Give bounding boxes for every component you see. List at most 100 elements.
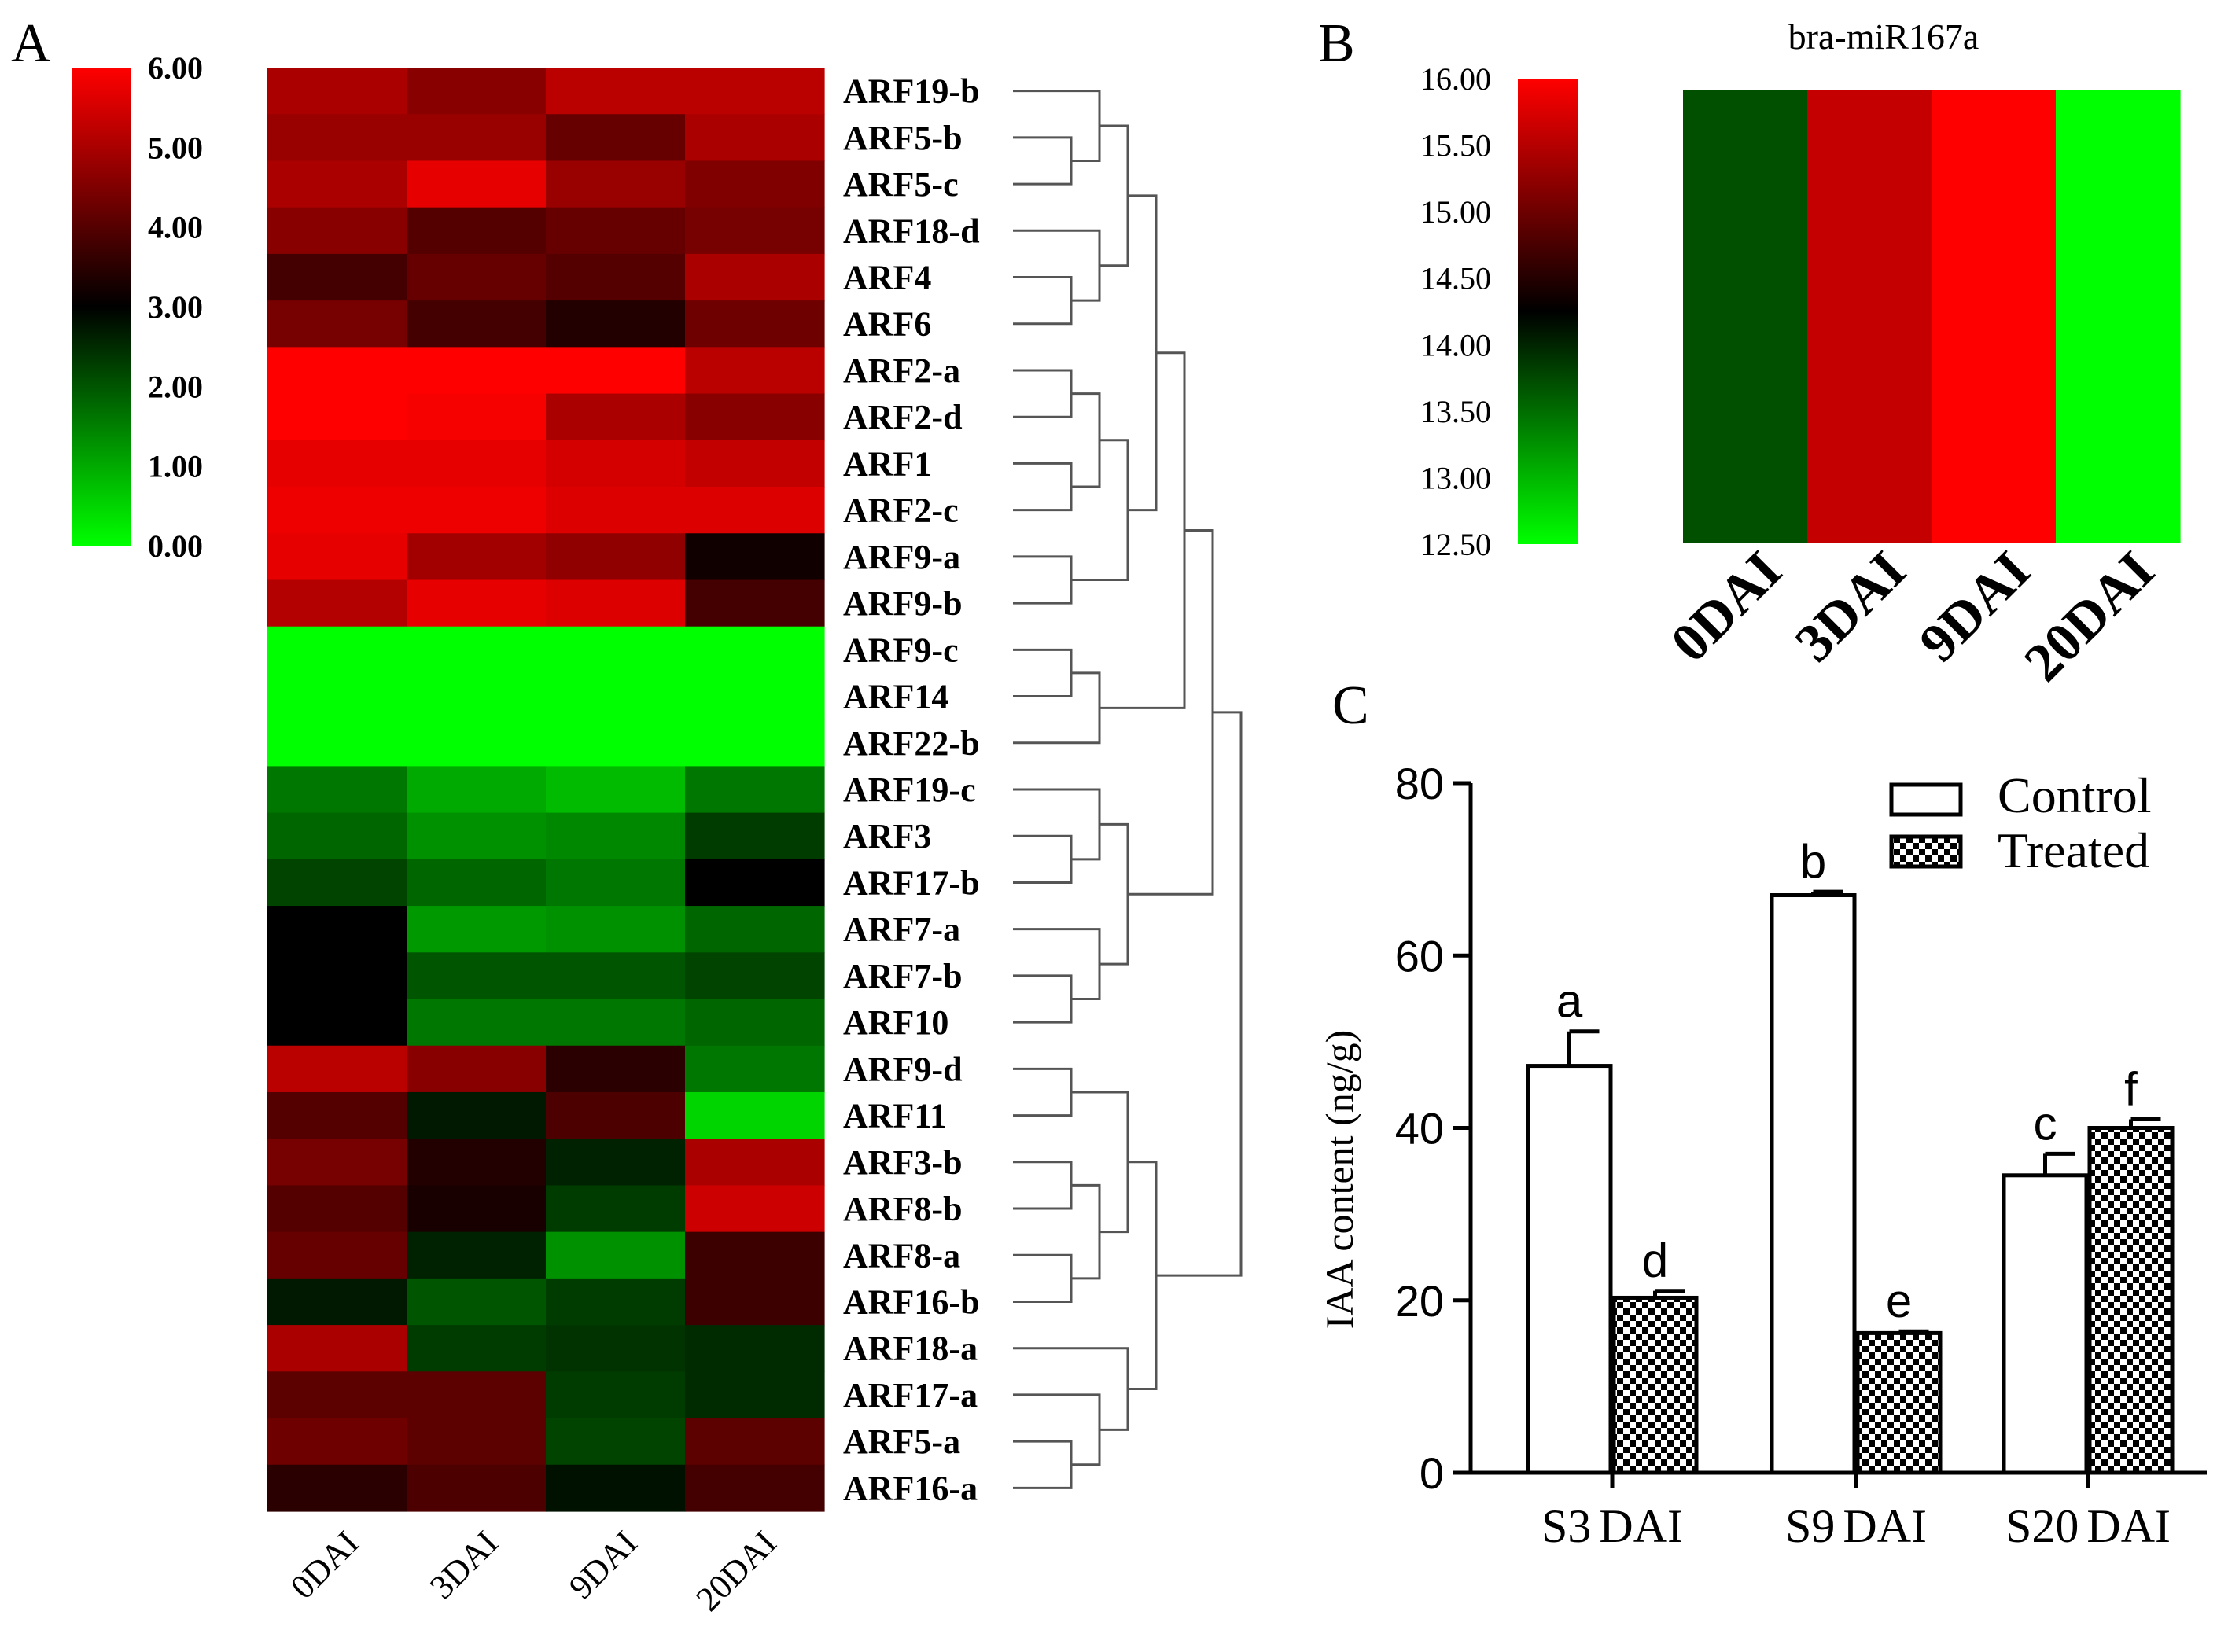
- heatmap-cell: [267, 253, 407, 301]
- heatmap-cell: [267, 1325, 407, 1372]
- heatmap-row-label: ARF16-a: [843, 1469, 978, 1507]
- heatmap-cell: [546, 393, 686, 441]
- scale-tick-label: 13.50: [1420, 394, 1491, 429]
- panel-a-dendrogram: [1013, 90, 1243, 1489]
- heatmap-row-label: ARF19-c: [843, 771, 976, 809]
- heatmap-cell: [546, 160, 686, 208]
- dendrogram-branch: [1013, 369, 1073, 418]
- dendrogram-branch: [1128, 194, 1158, 512]
- panel-b-color-scale: [1518, 79, 1578, 544]
- bar: [1526, 1064, 1613, 1475]
- dendrogram-branch: [1013, 648, 1073, 698]
- heatmap-cell: [2056, 90, 2181, 543]
- heatmap-row-label: ARF9-b: [843, 584, 963, 623]
- dendrogram-branch: [1013, 1393, 1101, 1466]
- heatmap-cell: [546, 719, 686, 767]
- heatmap-cell: [685, 1139, 825, 1187]
- heatmap-row-label: ARF11: [843, 1097, 947, 1135]
- heatmap-cell: [685, 812, 825, 860]
- legend-swatch-control: [1889, 782, 1963, 817]
- heatmap-cell: [546, 999, 686, 1047]
- dendrogram-branch: [1013, 928, 1101, 1001]
- heatmap-cell: [407, 859, 547, 907]
- dendrogram-branch: [1013, 276, 1073, 326]
- x-tick-label: S9 DAI: [1785, 1500, 1927, 1552]
- heatmap-cell: [267, 300, 407, 348]
- heatmap-row-label: ARF9-c: [843, 631, 959, 669]
- dendrogram-branch: [1013, 229, 1101, 302]
- heatmap-cell: [685, 300, 825, 348]
- heatmap-cell: [685, 114, 825, 162]
- heatmap-cell: [407, 719, 547, 767]
- x-tick-label-prefix: S9: [1785, 1500, 1835, 1552]
- heatmap-cell: [267, 114, 407, 162]
- heatmap-cell: [685, 160, 825, 208]
- significance-letter: f: [2124, 1063, 2138, 1116]
- dendrogram-branch: [1013, 1347, 1129, 1431]
- panel-b-cells: [1683, 90, 2181, 543]
- heatmap-cell: [685, 1091, 825, 1139]
- dendrogram-branch: [1013, 788, 1101, 861]
- heatmap-row-label: ARF8-b: [843, 1190, 963, 1228]
- heatmap-cell: [546, 672, 686, 720]
- heatmap-cell: [407, 207, 547, 255]
- heatmap-row-label: ARF3-b: [843, 1143, 963, 1182]
- heatmap-cell: [546, 487, 686, 534]
- dendrogram-branch: [1128, 1161, 1158, 1391]
- heatmap-cell: [546, 1325, 686, 1372]
- heatmap-cell: [1683, 90, 1808, 543]
- dendrogram-branch: [1013, 834, 1073, 884]
- heatmap-row-label: ARF5-b: [843, 119, 963, 157]
- heatmap-cell: [546, 859, 686, 907]
- dendrogram-branch: [1071, 1183, 1101, 1280]
- bar: [2087, 1126, 2175, 1475]
- scale-tick-label: 5.00: [148, 130, 203, 165]
- heatmap-cell: [546, 207, 686, 255]
- heatmap-cell: [546, 1278, 686, 1326]
- heatmap-cell: [407, 579, 547, 627]
- heatmap-cell: [407, 1139, 547, 1187]
- heatmap-cell: [1807, 90, 1932, 543]
- panel-c-y-axis-label: IAA content (ng/g): [1317, 1030, 1361, 1329]
- panel-a-heatmap: 0.00 1.00 2.00 3.00 4.00 5.00 6.00 ARF19-b ARF5…: [72, 50, 1243, 1618]
- heatmap-cell: [267, 160, 407, 208]
- significance-letter: c: [2034, 1097, 2057, 1150]
- heatmap-cell: [267, 626, 407, 674]
- heatmap-cell: [407, 487, 547, 534]
- heatmap-column-label: 3DAI: [1784, 540, 1917, 674]
- dendrogram-branch: [1013, 136, 1073, 186]
- significance-letter: e: [1886, 1275, 1912, 1327]
- heatmap-cell: [267, 719, 407, 767]
- heatmap-cell: [267, 440, 407, 488]
- scale-tick-label: 0.00: [148, 528, 203, 564]
- heatmap-cell: [267, 906, 407, 953]
- dendrogram-branch: [1013, 974, 1073, 1024]
- panel-a-color-scale: [72, 68, 131, 546]
- heatmap-cell: [267, 393, 407, 441]
- heatmap-cell: [546, 1091, 686, 1139]
- heatmap-cell: [407, 626, 547, 674]
- heatmap-cell: [407, 1464, 547, 1512]
- heatmap-cell: [546, 68, 686, 115]
- heatmap-column-label: 3DAI: [422, 1523, 506, 1606]
- y-tick-label: 0: [1420, 1448, 1444, 1498]
- heatmap-column-label: 9DAI: [562, 1523, 645, 1606]
- significance-letter: a: [1556, 975, 1583, 1028]
- heatmap-cell: [685, 1185, 825, 1233]
- heatmap-cell: [407, 952, 547, 1000]
- heatmap-row-label: ARF18-d: [843, 212, 980, 250]
- heatmap-cell: [546, 1185, 686, 1233]
- y-tick-label: 40: [1395, 1104, 1444, 1153]
- panel-a-row-labels: ARF19-b ARF5-b ARF5-c ARF18-d ARF4 ARF6 ARF2-a…: [843, 72, 980, 1508]
- heatmap-cell: [685, 579, 825, 627]
- heatmap-cell: [407, 1231, 547, 1279]
- heatmap-row-label: ARF22-b: [843, 724, 980, 763]
- heatmap-cell: [685, 253, 825, 301]
- scale-tick-label: 6.00: [148, 50, 203, 86]
- dendrogram-branch: [1013, 462, 1073, 512]
- significance-letter: d: [1642, 1234, 1668, 1287]
- heatmap-cell: [407, 114, 547, 162]
- heatmap-row-label: ARF2-a: [843, 351, 960, 390]
- x-tick-label: S3 DAI: [1541, 1500, 1683, 1552]
